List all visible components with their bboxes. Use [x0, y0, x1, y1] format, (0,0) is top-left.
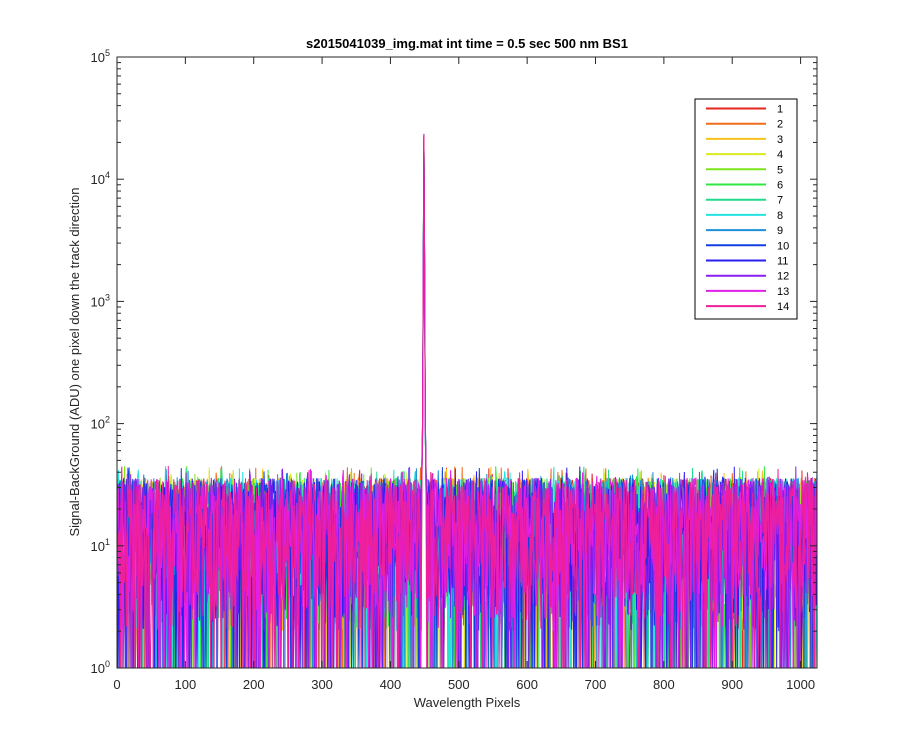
- x-tick-label: 700: [585, 677, 607, 692]
- x-tick-label: 600: [516, 677, 538, 692]
- series-layer: [116, 133, 818, 669]
- y-tick-label: 102: [91, 415, 110, 432]
- legend-label-14: 14: [777, 301, 789, 313]
- x-tick-label: 500: [448, 677, 470, 692]
- y-axis-label: Signal-BackGround (ADU) one pixel down t…: [67, 187, 82, 536]
- legend-label-5: 5: [777, 164, 783, 176]
- legend-label-2: 2: [777, 119, 783, 131]
- legend-label-9: 9: [777, 225, 783, 237]
- legend-label-6: 6: [777, 180, 783, 192]
- legend-label-3: 3: [777, 134, 783, 146]
- legend-label-10: 10: [777, 240, 789, 252]
- y-tick-label: 100: [91, 659, 110, 676]
- x-tick-label: 200: [243, 677, 265, 692]
- x-axis-label: Wavelength Pixels: [414, 695, 521, 710]
- y-tick-label: 103: [91, 292, 110, 309]
- x-tick-label: 900: [721, 677, 743, 692]
- y-tick-label: 105: [91, 48, 110, 65]
- legend-label-13: 13: [777, 286, 789, 298]
- x-tick-label: 400: [380, 677, 402, 692]
- legend-label-11: 11: [777, 256, 788, 268]
- x-tick-label: 300: [311, 677, 333, 692]
- x-tick-label: 100: [175, 677, 197, 692]
- legend-box: [694, 98, 798, 320]
- legend-label-12: 12: [777, 271, 789, 283]
- x-axis-ticks: 0 100 200 300 400 500 600 700 800 900 1000: [113, 57, 815, 692]
- series-line-14: [116, 134, 818, 669]
- legend-label-4: 4: [777, 149, 783, 161]
- y-tick-label: 101: [91, 537, 110, 554]
- y-tick-label: 104: [91, 170, 110, 187]
- chart-title: s2015041039_img.mat int time = 0.5 sec 5…: [306, 36, 628, 51]
- x-tick-label: 1000: [786, 677, 815, 692]
- legend-label-8: 8: [777, 210, 783, 222]
- x-tick-label: 800: [653, 677, 675, 692]
- legend-label-1: 1: [777, 104, 783, 116]
- legend-label-7: 7: [777, 195, 783, 207]
- x-tick-label: 0: [113, 677, 120, 692]
- axes-box: [116, 56, 818, 669]
